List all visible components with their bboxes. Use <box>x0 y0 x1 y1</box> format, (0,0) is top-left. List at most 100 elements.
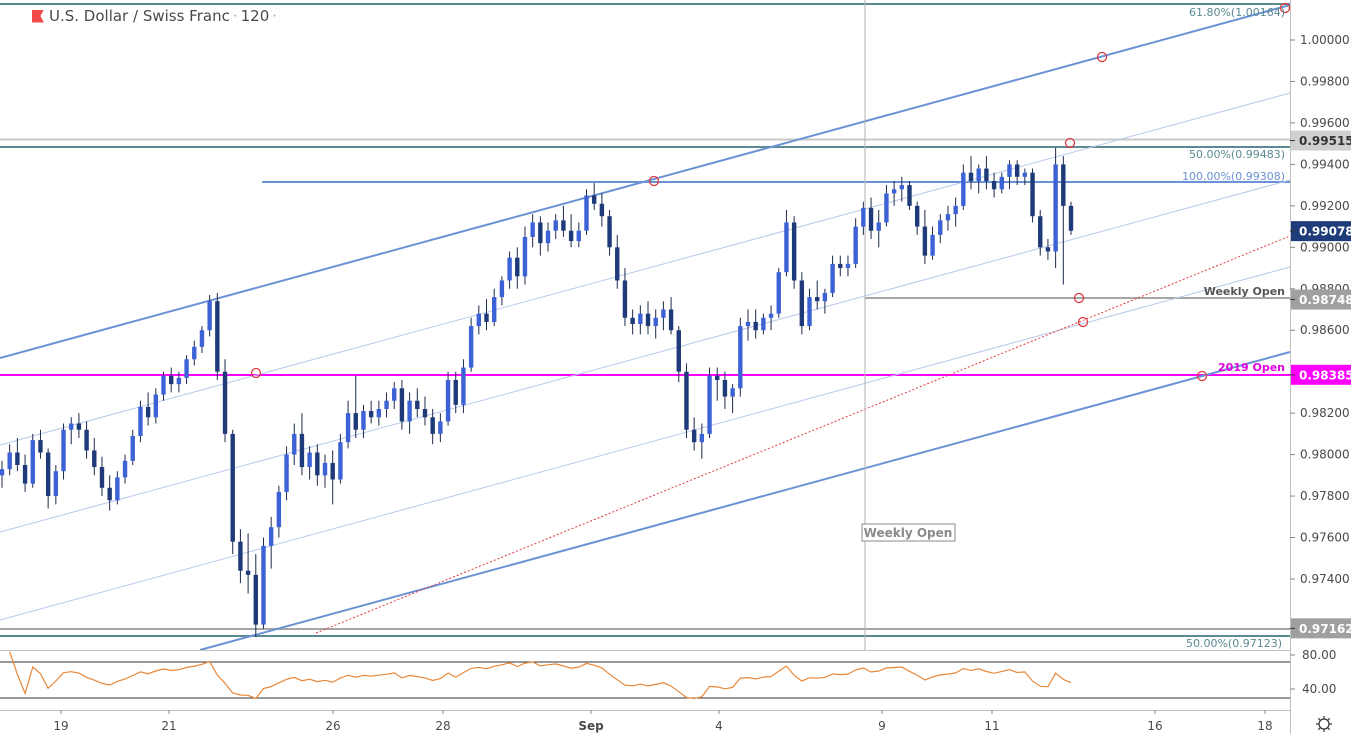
fib-618-label: 61.80%(1.00164) <box>1189 6 1285 19</box>
candle-body <box>1061 164 1066 206</box>
candle-body <box>945 214 951 221</box>
candle-body <box>630 317 635 325</box>
candle-body <box>707 375 712 434</box>
candle-body <box>422 409 428 418</box>
main-pane[interactable] <box>0 0 1291 651</box>
candle-body <box>838 263 843 269</box>
candle-body <box>292 433 297 455</box>
price-label-value: 0.99078 <box>1299 225 1351 239</box>
marker-circle <box>1077 316 1089 328</box>
candle-body <box>815 297 820 302</box>
fib-100-label: 100.00%(0.99308) <box>1182 170 1285 183</box>
candle-body <box>530 222 535 237</box>
date-tick-label: 16 <box>1147 719 1162 733</box>
date-tick-label: 21 <box>161 719 176 733</box>
price-tick-label: 0.99800 <box>1300 74 1350 88</box>
title-separator-trailing: · <box>272 7 278 25</box>
candle-body <box>438 421 443 434</box>
candle-body <box>607 216 612 248</box>
candle-body <box>830 263 835 293</box>
price-tick-label: 1.00000 <box>1300 33 1350 47</box>
rsi-pane[interactable] <box>0 650 1290 700</box>
candle-body <box>407 400 412 422</box>
candle-body <box>538 222 543 244</box>
candle-body <box>899 185 905 190</box>
candle-body <box>453 379 458 405</box>
candle-body <box>76 423 82 430</box>
weekly-open-box: Weekly Open <box>861 523 956 542</box>
marker-circle <box>250 367 262 379</box>
candle-body <box>192 346 197 360</box>
price-tick-label: 0.99600 <box>1300 116 1350 130</box>
price-tick-label: 0.98600 <box>1300 323 1350 337</box>
price-tick-label: 0.99200 <box>1300 199 1350 213</box>
fib-50-top-label: 50.00%(0.99483) <box>1189 148 1285 161</box>
symbol-title[interactable]: U.S. Dollar / Swiss Franc · 120 · <box>32 6 285 26</box>
price-tick-label: 0.99000 <box>1300 240 1350 254</box>
candle-body <box>730 388 735 397</box>
candle-body <box>445 379 451 422</box>
candle-body <box>791 222 797 281</box>
candle-body <box>914 205 920 227</box>
candle-body <box>784 222 789 273</box>
candle-body <box>668 309 674 331</box>
yearly-open-label: 2019 Open <box>1218 361 1285 374</box>
candle-body <box>768 313 774 318</box>
candle-body <box>584 195 589 231</box>
candle-body <box>745 321 751 327</box>
candle-body <box>107 487 112 501</box>
candle-body <box>684 371 689 430</box>
candle-body <box>222 371 228 434</box>
fib-50-bottom-label: 50.00%(0.97123) <box>1186 637 1282 650</box>
candle-body <box>891 189 897 194</box>
candle-body <box>30 440 35 484</box>
candle-body <box>961 172 966 206</box>
candle-body <box>761 317 766 331</box>
candle-body <box>276 491 282 528</box>
candle-body <box>930 234 935 256</box>
candle-body <box>45 452 51 497</box>
weekly-open-label: Weekly Open <box>1204 285 1285 298</box>
price-tick-label: 0.98200 <box>1300 406 1350 420</box>
candle-body <box>7 452 12 470</box>
candle-body <box>868 207 874 231</box>
marker-circle <box>1064 137 1076 149</box>
candle-body <box>207 301 212 331</box>
channel-upper-line <box>0 4 1291 359</box>
candle-body <box>922 226 928 256</box>
candle-body <box>138 406 143 436</box>
candle-body <box>638 313 643 325</box>
marker-circle <box>1096 51 1108 63</box>
candle-body <box>353 413 358 430</box>
price-axis[interactable]: 1.00000 0.99800 0.99600 0.99400 0.99200 0.990… <box>1290 0 1351 734</box>
candle-body <box>968 172 974 181</box>
settings-gear-button[interactable] <box>1314 714 1334 734</box>
candle-body <box>699 433 705 443</box>
candle-body <box>576 230 581 242</box>
candle-body <box>515 257 520 277</box>
date-tick-label: Sep <box>578 719 604 733</box>
time-axis[interactable]: 19 21 26 28 Sep 4 9 11 16 18 <box>0 710 1290 733</box>
marker-circle <box>1073 292 1085 304</box>
marker-circle <box>1196 370 1208 382</box>
candle-body <box>953 205 958 215</box>
candle-body <box>1007 164 1012 177</box>
candle-body <box>822 292 828 302</box>
candle-body <box>776 272 781 314</box>
candle-body <box>161 375 166 395</box>
rsi-tick-label: 80.00 <box>1302 648 1336 662</box>
rsi-tick-label: 40.00 <box>1302 682 1336 696</box>
candle-body <box>345 413 351 443</box>
candle-body <box>1014 164 1020 177</box>
price-label-value: 0.98385 <box>1299 368 1351 382</box>
candle-body <box>484 313 489 322</box>
candle-body <box>691 429 697 443</box>
candle-body <box>430 417 435 434</box>
candle-body <box>299 433 305 468</box>
candle-body <box>461 367 466 405</box>
price-tick-label: 0.99400 <box>1300 157 1350 171</box>
candle-body <box>615 247 620 281</box>
candle-body <box>884 193 889 223</box>
date-tick-label: 18 <box>1257 719 1272 733</box>
